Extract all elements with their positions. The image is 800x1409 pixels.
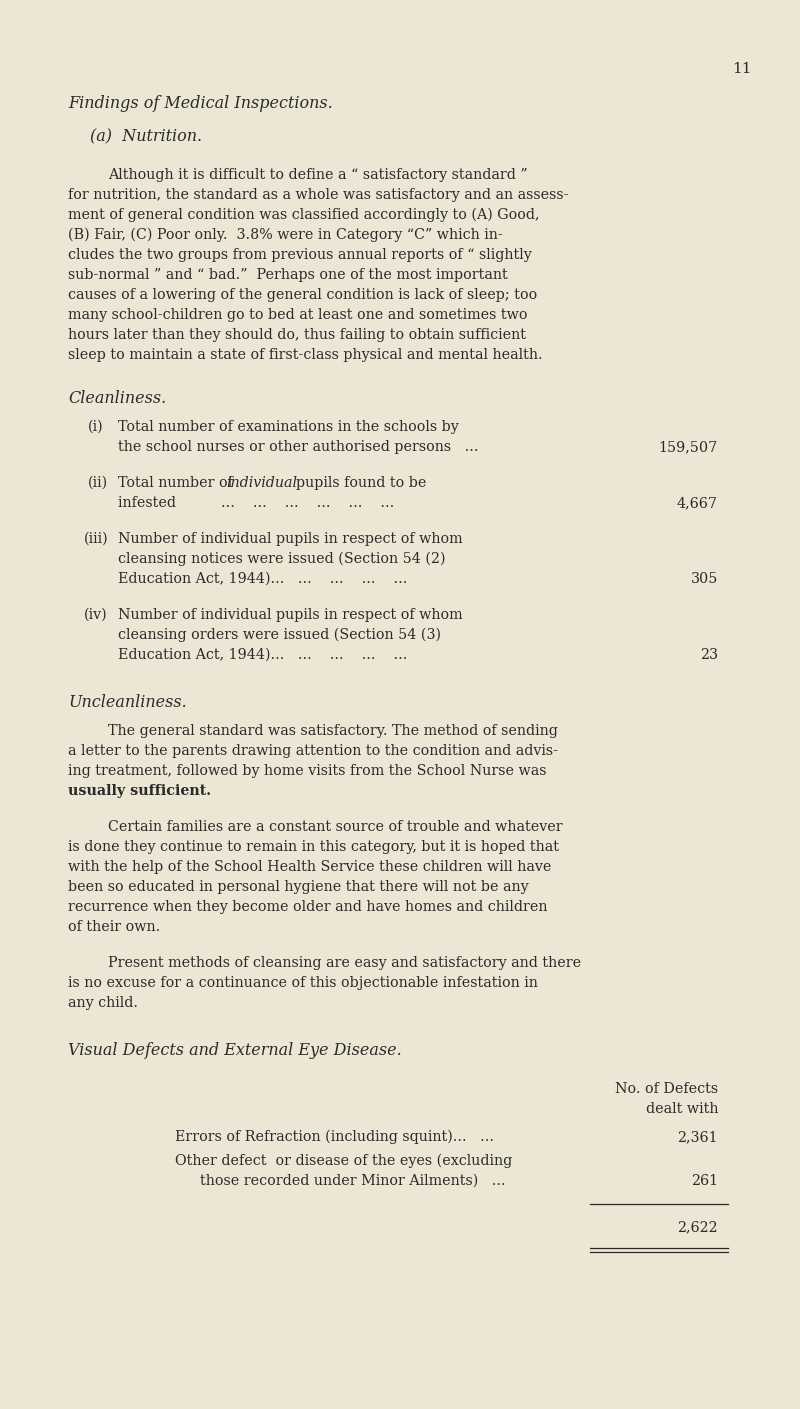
Text: Errors of Refraction (including squint)...   ...: Errors of Refraction (including squint).… <box>175 1130 494 1144</box>
Text: of their own.: of their own. <box>68 920 160 934</box>
Text: cludes the two groups from previous annual reports of “ slightly: cludes the two groups from previous annu… <box>68 248 532 262</box>
Text: infested          ...    ...    ...    ...    ...    ...: infested ... ... ... ... ... ... <box>118 496 394 510</box>
Text: Present methods of cleansing are easy and satisfactory and there: Present methods of cleansing are easy an… <box>108 955 581 969</box>
Text: cleansing notices were issued (Section 54 (2): cleansing notices were issued (Section 5… <box>118 552 446 566</box>
Text: (i): (i) <box>88 420 104 434</box>
Text: 305: 305 <box>690 572 718 586</box>
Text: 159,507: 159,507 <box>658 440 718 454</box>
Text: 4,667: 4,667 <box>677 496 718 510</box>
Text: Visual Defects and External Eye Disease.: Visual Defects and External Eye Disease. <box>68 1043 402 1060</box>
Text: Uncleanliness.: Uncleanliness. <box>68 695 186 712</box>
Text: Certain families are a constant source of trouble and whatever: Certain families are a constant source o… <box>108 820 562 834</box>
Text: sleep to maintain a state of first-class physical and mental health.: sleep to maintain a state of first-class… <box>68 348 542 362</box>
Text: with the help of the School Health Service these children will have: with the help of the School Health Servi… <box>68 859 551 874</box>
Text: pupils found to be: pupils found to be <box>296 476 426 490</box>
Text: No. of Defects: No. of Defects <box>615 1082 718 1096</box>
Text: for nutrition, the standard as a whole was satisfactory and an assess-: for nutrition, the standard as a whole w… <box>68 187 569 201</box>
Text: those recorded under Minor Ailments)   ...: those recorded under Minor Ailments) ... <box>200 1174 506 1188</box>
Text: 261: 261 <box>691 1174 718 1188</box>
Text: Education Act, 1944)...   ...    ...    ...    ...: Education Act, 1944)... ... ... ... ... <box>118 648 407 662</box>
Text: (a)  Nutrition.: (a) Nutrition. <box>90 128 202 145</box>
Text: Although it is difficult to define a “ satisfactory standard ”: Although it is difficult to define a “ s… <box>108 168 528 182</box>
Text: individual: individual <box>226 476 297 490</box>
Text: dealt with: dealt with <box>646 1102 718 1116</box>
Text: ment of general condition was classified accordingly to (A) Good,: ment of general condition was classified… <box>68 209 539 223</box>
Text: 2,361: 2,361 <box>678 1130 718 1144</box>
Text: is no excuse for a continuance of this objectionable infestation in: is no excuse for a continuance of this o… <box>68 976 538 991</box>
Text: 2,622: 2,622 <box>678 1220 718 1234</box>
Text: The general standard was satisfactory. The method of sending: The general standard was satisfactory. T… <box>108 724 558 738</box>
Text: many school-children go to bed at least one and sometimes two: many school-children go to bed at least … <box>68 309 527 323</box>
Text: Number of individual pupils in respect of whom: Number of individual pupils in respect o… <box>118 533 462 547</box>
Text: hours later than they should do, thus failing to obtain sufficient: hours later than they should do, thus fa… <box>68 328 526 342</box>
Text: any child.: any child. <box>68 996 138 1010</box>
Text: 23: 23 <box>700 648 718 662</box>
Text: causes of a lowering of the general condition is lack of sleep; too: causes of a lowering of the general cond… <box>68 287 538 302</box>
Text: been so educated in personal hygiene that there will not be any: been so educated in personal hygiene tha… <box>68 881 529 893</box>
Text: (B) Fair, (C) Poor only.  3.8% were in Category “C” which in-: (B) Fair, (C) Poor only. 3.8% were in Ca… <box>68 228 502 242</box>
Text: a letter to the parents drawing attention to the condition and advis-: a letter to the parents drawing attentio… <box>68 744 558 758</box>
Text: Total number of: Total number of <box>118 476 238 490</box>
Text: the school nurses or other authorised persons   ...: the school nurses or other authorised pe… <box>118 440 478 454</box>
Text: usually sufficient.: usually sufficient. <box>68 783 211 797</box>
Text: (iv): (iv) <box>84 609 108 621</box>
Text: Number of individual pupils in respect of whom: Number of individual pupils in respect o… <box>118 609 462 621</box>
Text: Cleanliness.: Cleanliness. <box>68 390 166 407</box>
Text: is done they continue to remain in this category, but it is hoped that: is done they continue to remain in this … <box>68 840 559 854</box>
Text: Total number of examinations in the schools by: Total number of examinations in the scho… <box>118 420 458 434</box>
Text: ing treatment, followed by home visits from the School Nurse was: ing treatment, followed by home visits f… <box>68 764 546 778</box>
Text: recurrence when they become older and have homes and children: recurrence when they become older and ha… <box>68 900 547 914</box>
Text: Findings of Medical Inspections.: Findings of Medical Inspections. <box>68 94 333 111</box>
Text: (ii): (ii) <box>88 476 108 490</box>
Text: cleansing orders were issued (Section 54 (3): cleansing orders were issued (Section 54… <box>118 628 441 643</box>
Text: (iii): (iii) <box>84 533 109 547</box>
Text: 11: 11 <box>733 62 752 76</box>
Text: sub-normal ” and “ bad.”  Perhaps one of the most important: sub-normal ” and “ bad.” Perhaps one of … <box>68 268 508 282</box>
Text: Education Act, 1944)...   ...    ...    ...    ...: Education Act, 1944)... ... ... ... ... <box>118 572 407 586</box>
Text: Other defect  or disease of the eyes (excluding: Other defect or disease of the eyes (exc… <box>175 1154 512 1168</box>
